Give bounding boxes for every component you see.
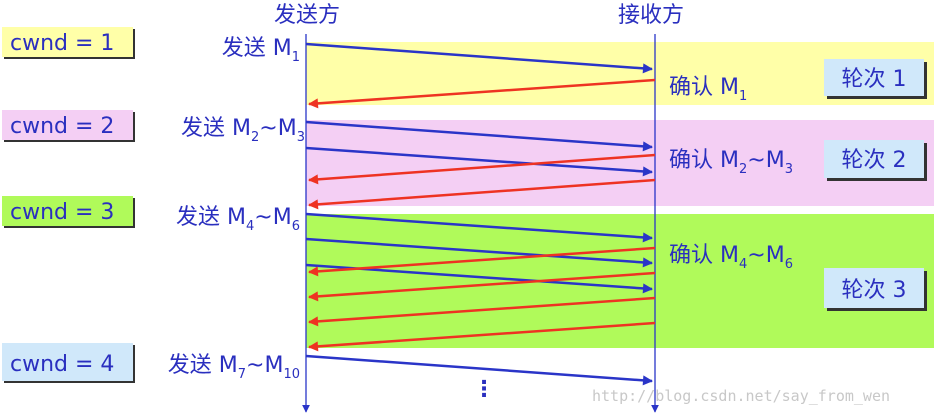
- send-arrow: [305, 42, 653, 74]
- svg-text:轮次 3: 轮次 3: [842, 278, 907, 303]
- ack-arrow: [308, 78, 656, 109]
- svg-text:轮次 1: 轮次 1: [842, 67, 907, 92]
- send-arrow: [305, 212, 653, 243]
- ack-arrow: [308, 153, 656, 185]
- ack-label-2: 确认 M2~M3: [669, 148, 793, 177]
- send-label-1: 发送 M1: [222, 36, 300, 65]
- send-label-3: 发送 M4~M6: [176, 205, 300, 234]
- svg-text:cwnd = 4: cwnd = 4: [10, 352, 114, 377]
- ellipsis: ⋮: [473, 377, 495, 402]
- ack-arrow: [308, 321, 656, 352]
- cwnd-box-3: cwnd = 3: [2, 196, 135, 228]
- sender-title: 发送方: [274, 3, 340, 28]
- round-box-1: 轮次 1: [824, 59, 927, 99]
- cwnd-box-2: cwnd = 2: [2, 110, 135, 142]
- ack-label-1: 确认 M1: [669, 75, 747, 104]
- ack-arrow: [308, 271, 656, 302]
- round-box-2: 轮次 2: [824, 140, 927, 181]
- watermark: http://blog.csdn.net/say_from_wen: [592, 387, 890, 405]
- ack-label-3: 确认 M4~M6: [669, 243, 793, 272]
- send-arrow: [305, 146, 653, 177]
- svg-text:轮次 2: 轮次 2: [842, 148, 907, 173]
- svg-text:cwnd = 2: cwnd = 2: [10, 114, 114, 139]
- cwnd-box-1: cwnd = 1: [2, 27, 135, 59]
- round-box-3: 轮次 3: [824, 268, 927, 311]
- ack-arrow: [308, 246, 656, 277]
- ack-arrow: [308, 296, 656, 327]
- svg-text:cwnd = 1: cwnd = 1: [10, 31, 114, 56]
- send-arrow: [305, 237, 653, 268]
- svg-text:cwnd = 3: cwnd = 3: [10, 200, 114, 225]
- receiver-title: 接收方: [618, 3, 684, 28]
- send-arrow: [305, 354, 653, 386]
- send-label-2: 发送 M2~M3: [181, 116, 305, 145]
- send-arrow: [305, 120, 653, 152]
- ack-arrow: [308, 178, 656, 210]
- cwnd-box-4: cwnd = 4: [2, 343, 135, 383]
- send-label-4: 发送 M7~M10: [168, 353, 300, 382]
